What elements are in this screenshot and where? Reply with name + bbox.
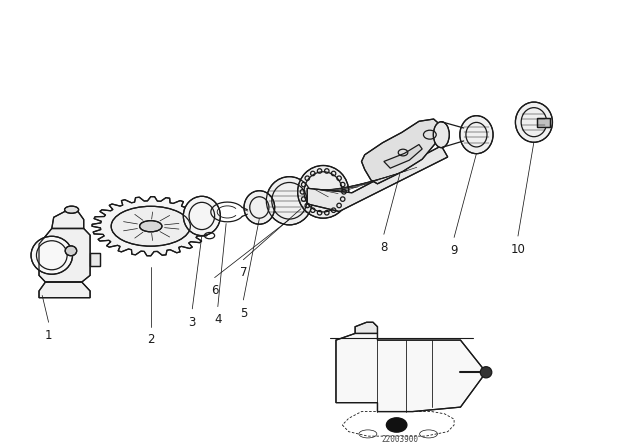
Polygon shape — [355, 322, 378, 333]
Ellipse shape — [433, 122, 449, 148]
Ellipse shape — [140, 221, 162, 232]
Ellipse shape — [298, 165, 349, 218]
Polygon shape — [537, 118, 550, 127]
Polygon shape — [39, 228, 90, 282]
Polygon shape — [384, 145, 422, 168]
Text: 9: 9 — [451, 244, 458, 257]
Polygon shape — [39, 282, 90, 297]
Text: 7: 7 — [239, 267, 247, 280]
Ellipse shape — [244, 191, 275, 224]
Ellipse shape — [480, 367, 492, 378]
Text: 5: 5 — [239, 306, 247, 319]
Ellipse shape — [266, 177, 312, 225]
Text: 6: 6 — [211, 284, 218, 297]
Text: 2: 2 — [147, 333, 154, 346]
Ellipse shape — [183, 196, 220, 236]
Circle shape — [387, 418, 407, 432]
Ellipse shape — [65, 246, 77, 256]
Ellipse shape — [31, 236, 72, 274]
Text: 3: 3 — [189, 315, 196, 328]
Ellipse shape — [460, 116, 493, 154]
Polygon shape — [92, 197, 209, 256]
Polygon shape — [307, 146, 448, 211]
Text: 10: 10 — [511, 243, 525, 256]
Ellipse shape — [65, 206, 79, 213]
Ellipse shape — [515, 102, 552, 142]
Polygon shape — [90, 253, 100, 267]
Text: 22003900: 22003900 — [381, 435, 419, 444]
Text: 8: 8 — [380, 241, 388, 254]
Ellipse shape — [111, 206, 190, 246]
Text: 4: 4 — [214, 313, 221, 326]
Polygon shape — [336, 333, 486, 412]
Polygon shape — [52, 211, 84, 228]
Text: 1: 1 — [45, 329, 52, 342]
Polygon shape — [362, 119, 442, 184]
